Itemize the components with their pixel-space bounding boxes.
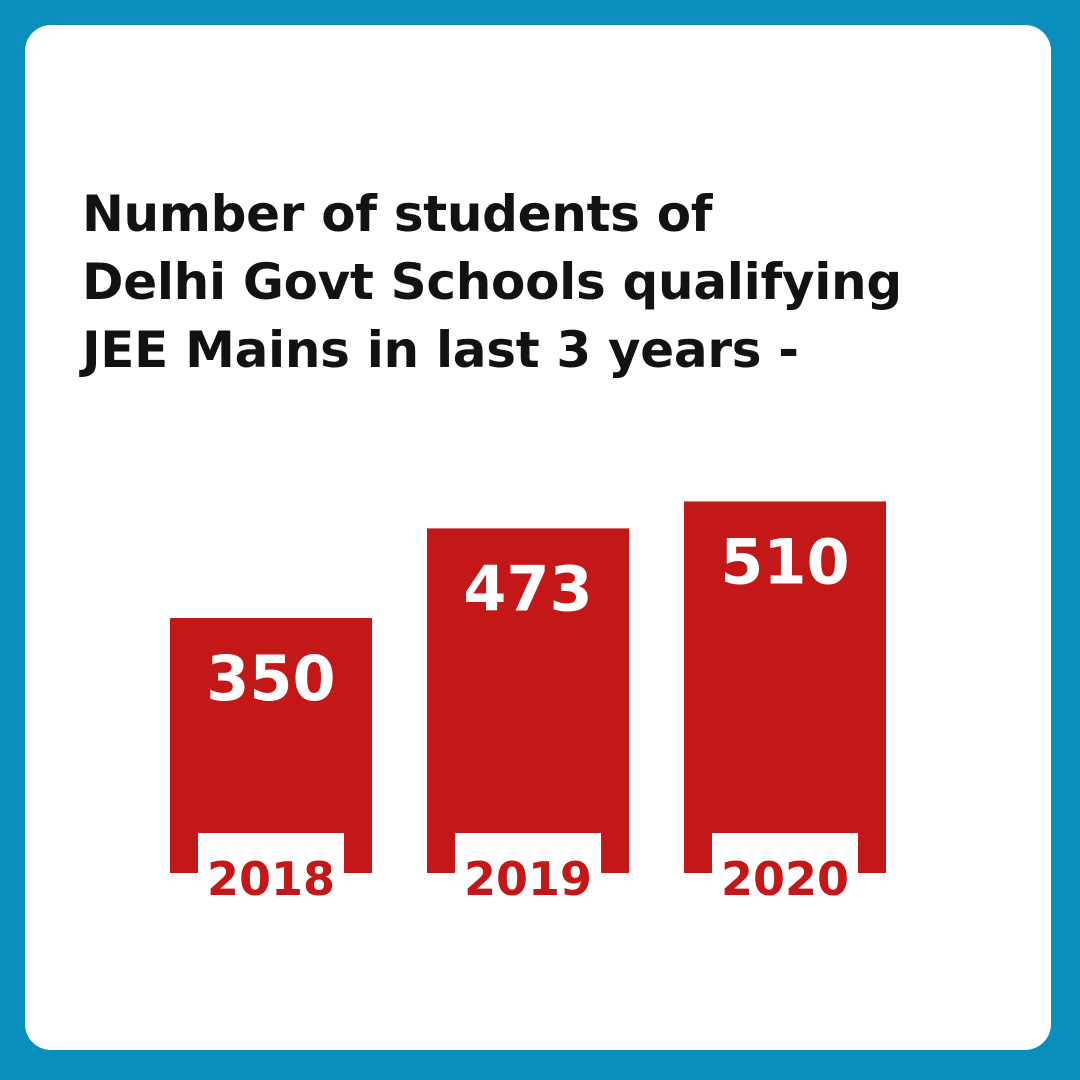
year-label-box-2018 xyxy=(198,833,344,887)
bar-2020 xyxy=(684,501,886,873)
bar-value-label-2019: 473 xyxy=(463,552,592,625)
category-label-2018: 2018 xyxy=(207,852,335,906)
chart-title: Number of students of Delhi Govt Schools… xyxy=(82,180,1002,384)
title-line-3: JEE Mains in last 3 years - xyxy=(82,321,799,379)
category-label-2020: 2020 xyxy=(721,852,849,906)
bar-value-label-2020: 510 xyxy=(720,525,849,598)
year-label-box-2019 xyxy=(455,833,601,887)
category-label-2019: 2019 xyxy=(464,852,592,906)
bar-value-label-2018: 350 xyxy=(206,642,335,715)
title-line-2: Delhi Govt Schools qualifying xyxy=(82,253,902,311)
year-label-box-2020 xyxy=(712,833,858,887)
bar-2018 xyxy=(170,618,372,873)
title-line-1: Number of students of xyxy=(82,185,713,243)
bar-2019 xyxy=(427,528,629,873)
